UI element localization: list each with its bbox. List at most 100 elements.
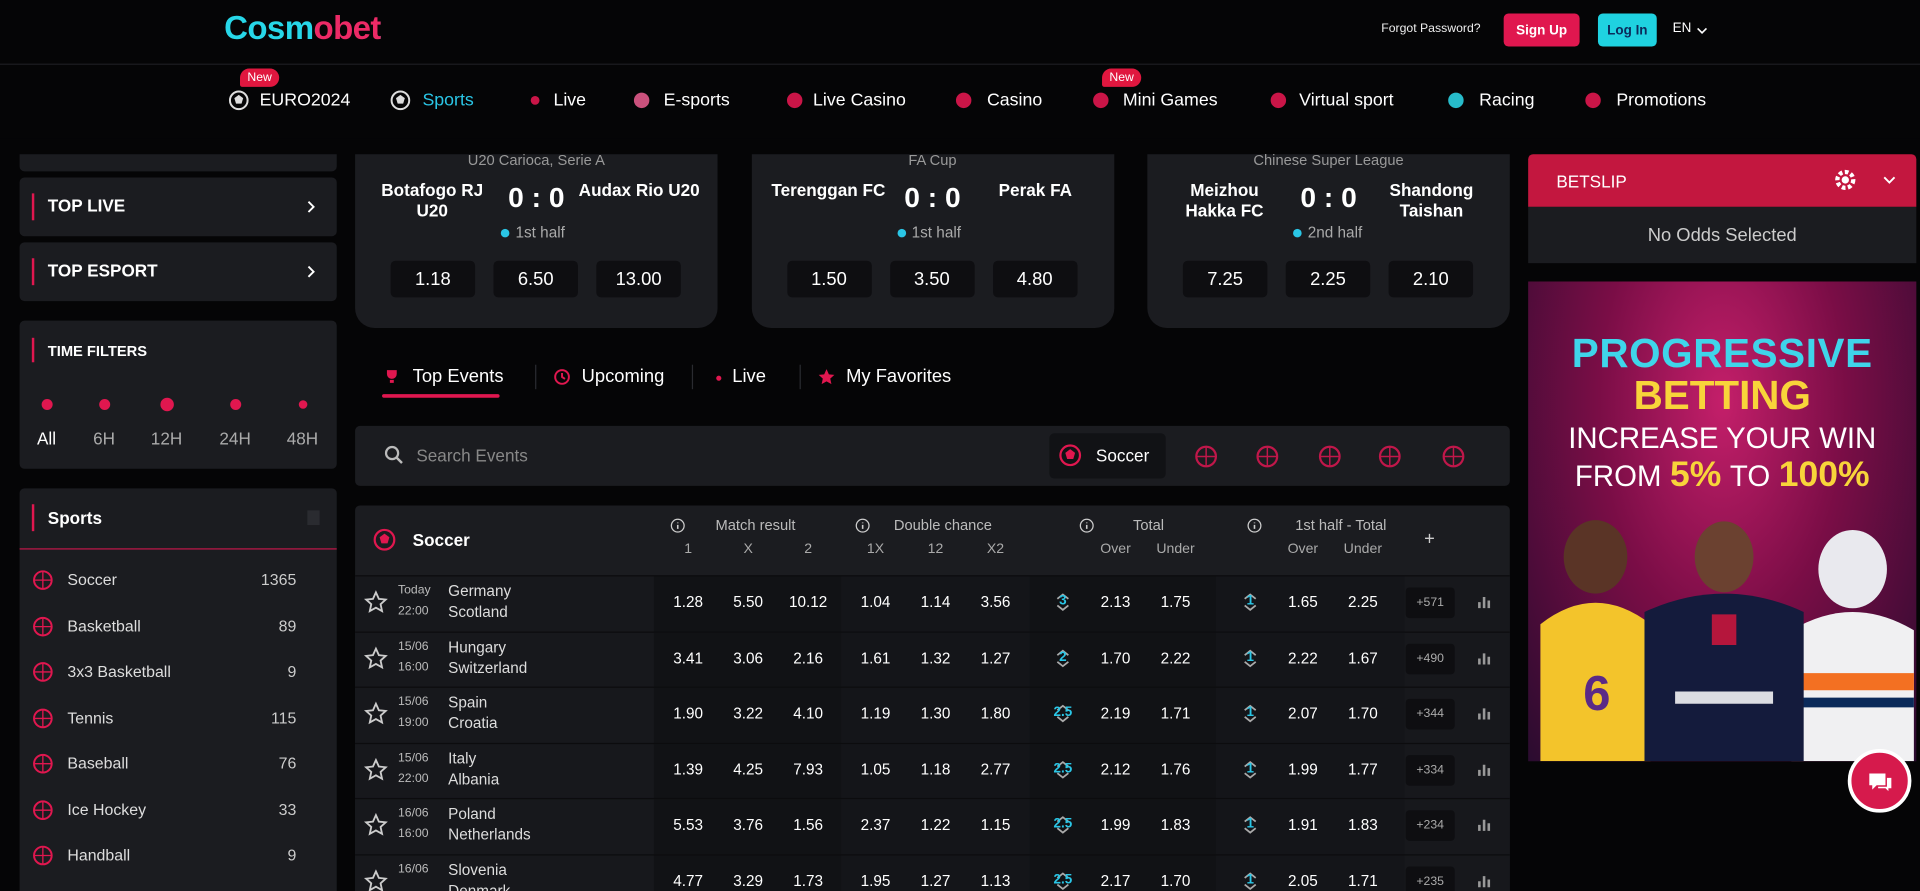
home-team[interactable]: Germany [448, 582, 512, 600]
odds-cell[interactable]: 1.61 [860, 649, 891, 667]
nav-icon[interactable] [953, 89, 975, 111]
event-row[interactable]: 16/06 Slovenia Denmark 4.77 3.29 1.73 1.95 1.27… [355, 853, 1510, 891]
odds-cell[interactable]: 2.77 [980, 760, 1011, 778]
away-team[interactable]: Scotland [448, 603, 508, 621]
home-team[interactable]: Slovenia [448, 861, 507, 879]
odds-cell[interactable]: 1.95 [860, 872, 891, 890]
tab[interactable]: My Favorites [846, 365, 952, 387]
sport-name[interactable]: Basketball [67, 616, 141, 635]
stats-icon[interactable] [1476, 649, 1493, 666]
event-row[interactable]: Today 22:00 Germany Scotland 1.28 5.50 10.12 1.… [355, 575, 1510, 633]
tab[interactable]: Live [732, 365, 766, 387]
sign-up-button[interactable]: Sign Up [1503, 13, 1580, 47]
forgot-password-link[interactable]: Forgot Password? [1381, 22, 1481, 36]
odds-button[interactable]: 4.80 [992, 260, 1077, 298]
sport-chip[interactable]: Soccer [1049, 433, 1166, 479]
line-arrows[interactable] [1239, 814, 1261, 836]
line-arrows[interactable] [1052, 870, 1074, 891]
event-row[interactable]: 16/06 16:00 Poland Netherlands 5.53 3.76 1.56 2… [355, 797, 1510, 855]
tab-icon[interactable] [817, 367, 837, 387]
sport-icon[interactable] [32, 799, 54, 821]
sport-name[interactable]: Handball [67, 845, 131, 865]
more-odds[interactable]: +344 [1405, 698, 1455, 730]
sport-icon[interactable] [32, 707, 54, 729]
stats-icon[interactable] [1476, 816, 1493, 833]
stats-icon[interactable] [1476, 594, 1493, 611]
more-odds[interactable]: +235 [1405, 865, 1455, 891]
odds-cell[interactable]: 1.22 [920, 816, 951, 834]
odds-button[interactable]: 7.25 [1182, 260, 1268, 298]
odds-cell[interactable]: 1.39 [673, 760, 704, 778]
featured-match[interactable]: U20 Carioca, Serie A Botafogo RJ U20 0 : 0… [355, 152, 718, 329]
odds-cell[interactable]: 1.27 [980, 649, 1011, 667]
time-filter-option[interactable]: All [37, 428, 57, 448]
odds-cell[interactable]: 2.13 [1100, 593, 1131, 611]
time-filter-option[interactable]: 6H [93, 428, 116, 448]
odds-cell[interactable]: 1.70 [1160, 872, 1191, 890]
nav-item[interactable]: Casino [986, 90, 1043, 111]
sidebar-link[interactable]: TOP LIVE [19, 177, 337, 237]
more-markets[interactable]: + [1424, 528, 1435, 550]
tab[interactable]: Upcoming [581, 365, 665, 387]
nav-icon[interactable] [1090, 89, 1112, 111]
odds-cell[interactable]: 2.25 [1347, 593, 1378, 611]
search-input[interactable]: Search Events [416, 445, 528, 466]
odds-cell[interactable]: 2.19 [1100, 704, 1131, 723]
nav-item[interactable]: Live Casino [813, 90, 906, 111]
time-filter-option[interactable]: 24H [219, 428, 251, 448]
odds-cell[interactable]: 10.12 [789, 593, 828, 611]
odds-cell[interactable]: 3.41 [673, 649, 704, 667]
nav-icon[interactable] [1267, 89, 1289, 111]
line-arrows[interactable] [1239, 703, 1261, 725]
odds-cell[interactable]: 2.05 [1287, 872, 1318, 890]
away-team[interactable]: Netherlands [448, 826, 531, 844]
odds-cell[interactable]: 1.75 [1160, 593, 1191, 611]
odds-cell[interactable]: 7.93 [793, 760, 824, 778]
nav-icon[interactable] [784, 89, 806, 111]
sport-filter-icon[interactable] [1255, 444, 1279, 468]
favorite-star[interactable] [363, 701, 388, 725]
odds-cell[interactable]: 1.99 [1287, 760, 1318, 778]
odds-button[interactable]: 13.00 [596, 260, 681, 298]
nav-icon[interactable] [631, 89, 653, 111]
sport-name[interactable]: Soccer [67, 570, 117, 589]
nav-icon[interactable] [228, 89, 250, 111]
time-dot[interactable] [229, 398, 241, 410]
odds-cell[interactable]: 2.22 [1287, 649, 1318, 667]
line-arrows[interactable] [1052, 703, 1074, 725]
odds-cell[interactable]: 2.22 [1160, 649, 1191, 667]
nav-item[interactable]: Promotions [1616, 90, 1707, 111]
odds-button[interactable]: 3.50 [889, 260, 975, 298]
sport-filter-icon[interactable] [1441, 444, 1465, 468]
betslip-header[interactable]: BETSLIP [1528, 154, 1917, 207]
sport-icon[interactable] [32, 615, 54, 637]
odds-cell[interactable]: 3.76 [733, 816, 764, 834]
odds-button[interactable]: 6.50 [493, 260, 578, 298]
sport-icon[interactable] [32, 661, 54, 683]
sport-name[interactable]: Ice Hockey [67, 799, 147, 819]
odds-cell[interactable]: 1.65 [1287, 593, 1318, 611]
time-dot[interactable] [41, 398, 53, 410]
time-dot[interactable] [98, 398, 110, 410]
odds-cell[interactable]: 1.76 [1160, 760, 1191, 778]
odds-cell[interactable]: 3.06 [733, 649, 764, 667]
home-team[interactable]: Hungary [448, 638, 507, 656]
sport-icon[interactable] [32, 569, 54, 591]
odds-cell[interactable]: 1.71 [1160, 704, 1191, 723]
odds-cell[interactable]: 1.77 [1347, 760, 1378, 778]
odds-button[interactable]: 2.25 [1285, 260, 1371, 298]
more-odds[interactable]: +334 [1405, 754, 1455, 786]
time-filter-option[interactable]: 48H [286, 428, 319, 448]
home-team[interactable]: Poland [448, 805, 496, 823]
odds-cell[interactable]: 3.22 [733, 704, 764, 723]
odds-cell[interactable]: 1.32 [920, 649, 951, 667]
odds-cell[interactable]: 1.56 [793, 816, 824, 834]
sport-name[interactable]: Tennis [67, 708, 114, 727]
featured-match[interactable]: FA Cup Terenggan FC 0 : 0 Perak FA 1st half 1… [751, 152, 1114, 329]
chat-button[interactable] [1847, 749, 1912, 813]
away-team[interactable]: Switzerland [448, 659, 528, 677]
odds-cell[interactable]: 1.91 [1287, 816, 1318, 834]
time-dot[interactable] [298, 399, 307, 409]
odds-cell[interactable]: 1.15 [980, 816, 1011, 834]
odds-cell[interactable]: 1.67 [1347, 649, 1378, 667]
